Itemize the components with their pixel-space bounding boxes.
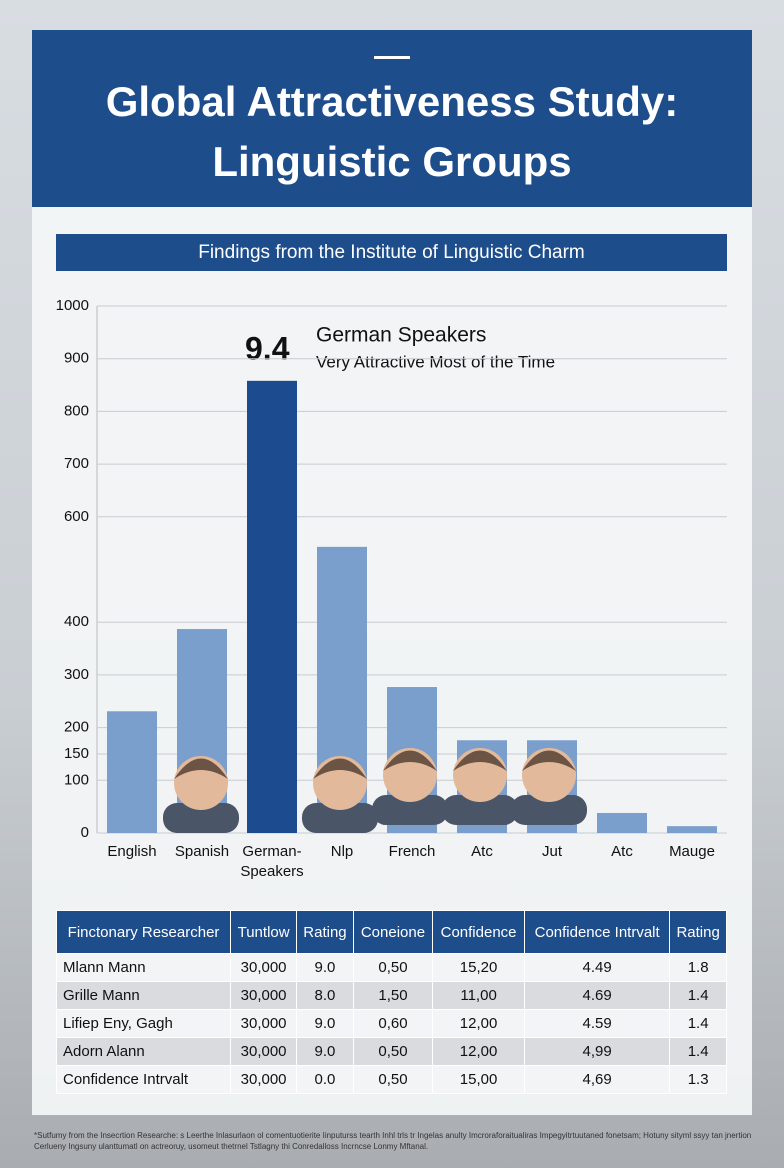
column-header: Coneione [352, 910, 434, 954]
table-cell: 12,00 [432, 1037, 526, 1066]
bar [247, 380, 297, 833]
table-cell: 1.8 [669, 953, 727, 982]
avatar [511, 748, 587, 825]
bar [597, 812, 647, 833]
table-cell: 15,00 [432, 1065, 526, 1094]
chart: 9.4 German Speakers Very Attractive Most… [56, 297, 727, 841]
table-cell: 1,50 [352, 981, 434, 1010]
table-row: Lifiep Eny, Gagh 30,000 9.0 0,60 12,00 4.59 1.… [55, 1009, 727, 1038]
x-tick-label: French [388, 843, 436, 860]
table-cell: 15,20 [432, 953, 526, 982]
avatar-hair [174, 758, 228, 779]
y-tick-label: 200 [64, 719, 89, 736]
table-cell: 1.4 [669, 1037, 727, 1066]
table-cell: Adorn Alann [55, 1037, 232, 1066]
table-cell: 12,00 [432, 1009, 526, 1038]
avatar-body [372, 795, 448, 825]
x-tick-label: Nlp [330, 843, 354, 860]
table-row: Confidence Intrvalt 30,000 0.0 0,50 15,00 4,6… [55, 1065, 727, 1094]
avatar-body [511, 795, 587, 825]
y-tick-label: 300 [64, 666, 89, 683]
table-cell: 9.0 [296, 1037, 354, 1066]
annotation-title: German Speakers [316, 324, 486, 347]
table-cell: 30,000 [230, 953, 298, 982]
y-tick-label: 100 [64, 771, 89, 788]
avatar [442, 748, 518, 825]
table-cell: 4.59 [524, 1009, 671, 1038]
x-tick-label: German- Speakers [240, 843, 304, 880]
y-tick-label: 900 [64, 350, 89, 367]
avatar-hair [383, 750, 437, 771]
header [32, 30, 752, 207]
table-cell: 11,00 [432, 981, 526, 1010]
bar [667, 826, 717, 833]
y-tick-label: 1000 [56, 297, 89, 314]
column-header: Rating [669, 910, 727, 954]
y-tick-label: 400 [64, 613, 89, 630]
avatar-hair [313, 758, 367, 779]
title: Global Attractiveness Study: Linguistic … [105, 78, 679, 185]
avatar-hair [453, 750, 507, 771]
table-cell: 9.0 [296, 953, 354, 982]
table: Finctonary Researcher Tuntlow Rating Coneio… [55, 910, 727, 1094]
table-cell: Lifiep Eny, Gagh [55, 1009, 232, 1038]
table-cell: 8.0 [296, 981, 354, 1010]
table-cell: 0,50 [352, 1065, 434, 1094]
table-cell: 1.3 [669, 1065, 727, 1094]
table-row: Adorn Alann 30,000 9.0 0,50 12,00 4,99 1.4 [55, 1037, 727, 1066]
avatar-body [163, 803, 239, 833]
table-cell: Mlann Mann [55, 953, 232, 982]
table-cell: 0,60 [352, 1009, 434, 1038]
table-cell: 30,000 [230, 1037, 298, 1066]
column-header: Tuntlow [230, 910, 298, 954]
bar [107, 711, 157, 833]
x-tick-label: Spanish [174, 843, 230, 860]
table-row: Mlann Mann 30,000 9.0 0,50 15,20 4.49 1.8 [55, 953, 727, 982]
y-tick-label: 800 [64, 402, 89, 419]
column-header: Finctonary Researcher [55, 910, 232, 954]
x-tick-label: Atc [471, 843, 493, 860]
y-tick-label: 150 [64, 745, 89, 762]
table-row: Grille Mann 30,000 8.0 1,50 11,00 4.69 1.4 [55, 981, 727, 1010]
table-cell: 4,69 [524, 1065, 671, 1094]
avatar [163, 756, 239, 833]
table-cell: 4.49 [524, 953, 671, 982]
column-header: Confidence Intrvalt [524, 910, 671, 954]
table-cell: 30,000 [230, 1065, 298, 1094]
table-cell: 30,000 [230, 1009, 298, 1038]
footnote: *Sutfumy from the Insecrtion Researche: … [34, 1131, 752, 1151]
column-header: Rating [296, 910, 354, 954]
annotation-text: Very Attractive Most of the Time [316, 352, 555, 371]
dash [374, 56, 410, 59]
table-cell: 9.0 [296, 1009, 354, 1038]
x-tick-label: English [107, 843, 157, 860]
avatar [302, 756, 378, 833]
table-cell: 1.4 [669, 981, 727, 1010]
table-cell: 4,99 [524, 1037, 671, 1066]
y-tick-label: 600 [64, 508, 89, 525]
subtitle: Findings from the Institute of Linguisti… [56, 234, 727, 271]
table-cell: Grille Mann [55, 981, 232, 1010]
table-cell: 0,50 [352, 1037, 434, 1066]
avatar-body [442, 795, 518, 825]
table-cell: Confidence Intrvalt [55, 1065, 232, 1094]
table-cell: 1.4 [669, 1009, 727, 1038]
y-tick-label: 0 [81, 824, 89, 841]
table-cell: 0.0 [296, 1065, 354, 1094]
x-tick-label: Jut [541, 843, 562, 860]
avatar-hair [522, 750, 576, 771]
annotation-value: 9.4 [245, 330, 290, 366]
y-tick-label: 700 [64, 455, 89, 472]
table-cell: 0,50 [352, 953, 434, 982]
x-tick-label: Atc [611, 843, 633, 860]
table-cell: 4.69 [524, 981, 671, 1010]
avatar-body [302, 803, 378, 833]
x-tick-label: Mauge [669, 843, 715, 860]
avatar [372, 748, 448, 825]
column-header: Confidence [432, 910, 526, 954]
table-cell: 30,000 [230, 981, 298, 1010]
